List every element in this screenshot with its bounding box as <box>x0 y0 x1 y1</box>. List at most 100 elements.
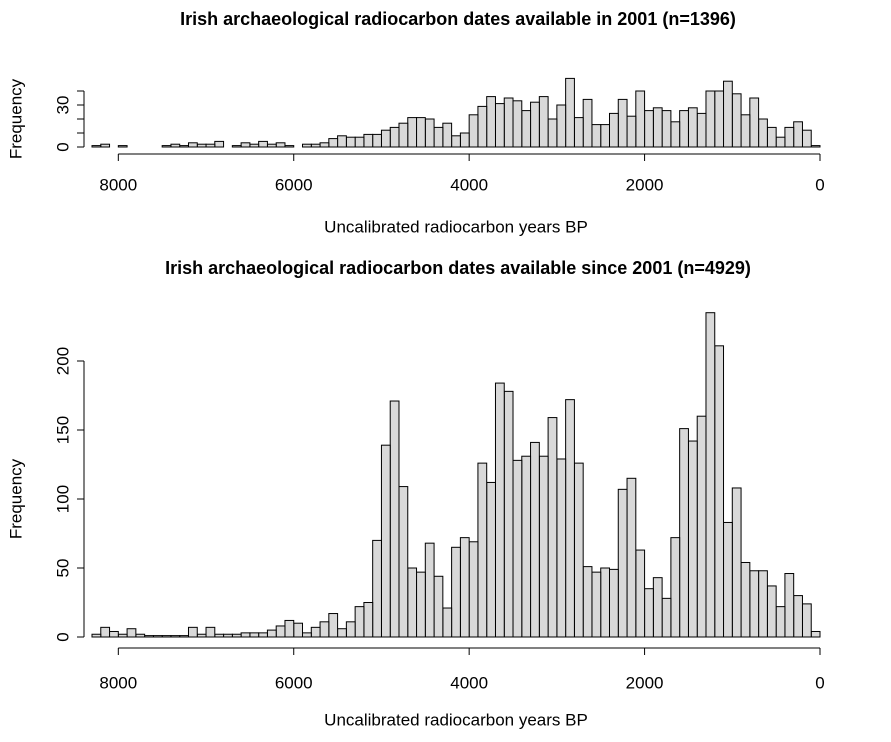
bar <box>187 142 198 148</box>
bar <box>398 122 409 148</box>
bar <box>302 632 312 638</box>
bar <box>249 632 260 638</box>
bar <box>538 455 549 638</box>
bar <box>687 107 698 148</box>
bar <box>266 143 277 148</box>
bar <box>766 585 777 638</box>
bar <box>161 145 172 148</box>
bar <box>556 458 567 638</box>
bar <box>538 96 549 148</box>
bar <box>240 142 251 148</box>
bar <box>302 143 312 148</box>
x-tick-label: 6000 <box>275 175 313 194</box>
bar <box>354 606 365 638</box>
bar <box>416 117 426 148</box>
bar <box>345 136 356 148</box>
bar <box>600 124 610 148</box>
bar <box>503 97 514 148</box>
bar <box>416 571 426 638</box>
bar <box>117 633 128 638</box>
x-axis-label: Uncalibrated radiocarbon years BP <box>324 217 588 236</box>
bar <box>468 114 479 148</box>
y-axis-label: Frequency <box>6 458 25 539</box>
bar <box>740 561 751 638</box>
bar <box>556 104 567 148</box>
bar <box>459 537 470 638</box>
bar <box>424 118 435 148</box>
bar <box>372 539 382 638</box>
bar <box>582 98 593 148</box>
bar <box>591 571 602 638</box>
bar <box>258 140 268 148</box>
bar <box>477 105 488 148</box>
bar <box>468 541 479 638</box>
bar <box>372 133 382 148</box>
x-axis-label: Uncalibrated radiocarbon years BP <box>324 710 588 729</box>
bar <box>486 481 496 638</box>
bar <box>749 97 760 148</box>
bar <box>161 635 172 638</box>
bar <box>784 126 795 148</box>
bar <box>521 455 532 638</box>
bar <box>723 521 733 638</box>
bar <box>170 143 181 148</box>
bar <box>389 126 400 148</box>
bar <box>696 112 707 148</box>
bar <box>117 145 128 148</box>
bar <box>547 417 558 638</box>
bar <box>547 118 558 148</box>
bar <box>433 575 444 638</box>
bar <box>389 400 400 638</box>
bar <box>407 567 418 638</box>
bar <box>793 595 803 638</box>
x-tick-label: 2000 <box>626 673 664 692</box>
y-tick-label: 100 <box>53 485 72 513</box>
bar <box>652 107 663 148</box>
bar <box>494 103 505 148</box>
bar <box>740 114 751 148</box>
x-tick-label: 8000 <box>99 673 137 692</box>
bar <box>784 573 795 638</box>
y-tick-label: 0 <box>53 632 72 641</box>
y-tick-label: 50 <box>53 559 72 578</box>
bar <box>775 136 786 148</box>
bar <box>319 621 330 638</box>
bar <box>749 570 760 638</box>
bar <box>565 77 575 148</box>
bar <box>679 428 689 638</box>
bar <box>626 477 637 638</box>
bar <box>196 143 207 148</box>
bar <box>459 132 470 148</box>
bar <box>512 459 523 638</box>
bar <box>582 566 593 638</box>
bar <box>144 635 154 638</box>
bar <box>231 633 242 638</box>
bar <box>477 462 488 638</box>
bar <box>451 135 461 148</box>
bar <box>810 630 821 638</box>
bar <box>258 632 268 638</box>
bar <box>310 143 321 148</box>
bar <box>293 622 304 638</box>
bar <box>714 90 725 148</box>
x-tick-label: 2000 <box>626 175 664 194</box>
bar <box>591 124 602 148</box>
bar <box>152 635 163 638</box>
bar <box>486 96 496 148</box>
y-axis-label: Frequency <box>6 78 25 159</box>
bar <box>231 145 242 148</box>
bar <box>661 110 672 148</box>
bar <box>810 145 821 148</box>
bar <box>179 635 189 638</box>
bar <box>109 630 119 638</box>
bar <box>731 487 742 638</box>
bar <box>705 90 716 148</box>
bar <box>398 486 409 638</box>
bar <box>363 602 374 638</box>
bar <box>179 145 189 148</box>
bar <box>801 129 812 148</box>
bar <box>766 126 777 148</box>
x-tick-label: 8000 <box>99 175 137 194</box>
bar <box>328 613 339 638</box>
